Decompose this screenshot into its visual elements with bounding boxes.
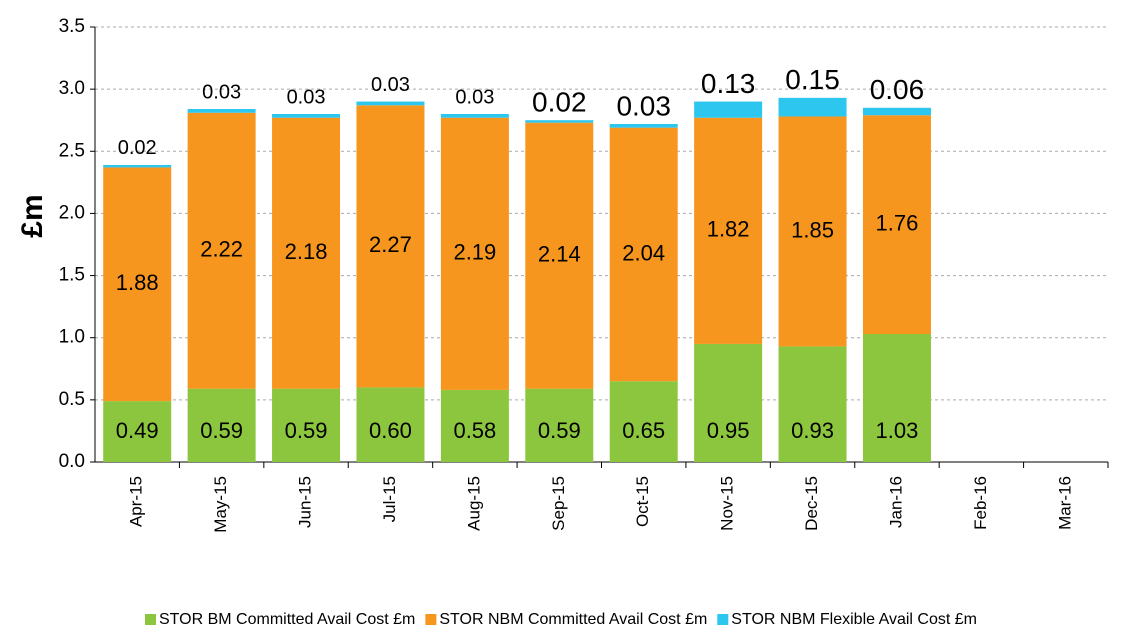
value-label: 2.22 <box>200 237 243 262</box>
value-label: 0.93 <box>791 418 834 443</box>
value-label: 0.06 <box>870 74 925 105</box>
value-label: 0.95 <box>707 418 750 443</box>
bar-segment <box>103 164 172 168</box>
bar-segment <box>694 101 763 118</box>
bar-segment <box>440 117 509 390</box>
bar-segment <box>187 109 256 113</box>
x-tick-label: Dec-15 <box>802 476 821 531</box>
x-tick-label: Jul-15 <box>380 476 399 522</box>
bar-segment <box>694 343 763 462</box>
y-tick-label: 3.5 <box>59 16 85 37</box>
value-label: 0.59 <box>200 418 243 443</box>
value-label: 0.49 <box>116 418 159 443</box>
y-tick-label: 1.5 <box>59 265 85 286</box>
bar-segment <box>525 120 594 123</box>
value-label: 2.19 <box>453 240 496 265</box>
value-label: 2.14 <box>538 241 581 266</box>
bar-segment <box>609 381 678 462</box>
bar-segment <box>778 97 847 117</box>
value-label: 0.02 <box>532 87 587 118</box>
value-label: 1.82 <box>707 217 750 242</box>
value-label: 0.03 <box>371 74 410 96</box>
value-label: 1.85 <box>791 217 834 242</box>
bar-segment <box>103 167 172 402</box>
x-tick-label: Nov-15 <box>718 476 737 531</box>
value-label: 0.60 <box>369 418 412 443</box>
bar-segment <box>862 333 931 462</box>
y-tick-label: 3.0 <box>59 78 85 99</box>
value-label: 0.03 <box>616 90 671 121</box>
bar-segment <box>440 114 509 118</box>
bar-segment <box>356 101 425 106</box>
bar-segment <box>440 389 509 462</box>
legend-swatch <box>425 614 437 625</box>
y-tick-label: 2.0 <box>59 202 85 223</box>
x-tick-label: Apr-15 <box>127 476 146 527</box>
legend-label: STOR NBM Flexible Avail Cost £m <box>731 611 977 628</box>
value-label: 2.04 <box>622 240 665 265</box>
value-label: 0.03 <box>287 86 326 108</box>
x-tick-label: Feb-16 <box>971 476 990 530</box>
y-axis-label: £m <box>16 194 49 237</box>
bar-segment <box>272 114 341 118</box>
bar-segment <box>609 127 678 382</box>
bar-segment <box>103 401 172 462</box>
legend-swatch <box>145 614 156 625</box>
x-tick-label: Jan-16 <box>886 476 905 528</box>
x-tick-label: Sep-15 <box>549 476 568 531</box>
value-label: 0.02 <box>118 137 157 159</box>
bar-segment <box>778 116 847 347</box>
y-tick-label: 0.5 <box>59 389 85 410</box>
bar-segment <box>525 388 594 462</box>
bar-segment <box>862 107 931 116</box>
value-label: 0.03 <box>455 86 494 108</box>
bar-segment <box>525 122 594 389</box>
bar-segment <box>272 388 341 462</box>
value-label: 0.58 <box>453 418 496 443</box>
legend-label: STOR BM Committed Avail Cost £m <box>159 611 415 628</box>
bar-segment <box>187 388 256 462</box>
bar-segment <box>609 123 678 128</box>
value-label: 1.88 <box>116 270 159 295</box>
value-label: 0.59 <box>285 418 328 443</box>
x-tick-label: Mar-16 <box>1055 476 1074 530</box>
legend-swatch <box>717 614 729 625</box>
y-tick-label: 2.5 <box>59 140 85 161</box>
value-label: 0.03 <box>202 81 241 103</box>
bar-segment <box>272 117 341 389</box>
x-tick-label: Oct-15 <box>633 476 652 527</box>
value-label: 0.15 <box>785 64 840 95</box>
x-tick-label: Jun-15 <box>296 476 315 528</box>
bar-segment <box>356 105 425 388</box>
bar-segment <box>694 117 763 344</box>
value-label: 0.13 <box>701 68 756 99</box>
value-label: 0.65 <box>622 418 665 443</box>
legend-label: STOR NBM Committed Avail Cost £m <box>439 611 707 628</box>
value-label: 0.59 <box>538 418 581 443</box>
y-tick-label: 1.0 <box>59 327 85 348</box>
value-label: 2.27 <box>369 232 412 257</box>
value-label: 2.18 <box>285 239 328 264</box>
value-label: 1.03 <box>876 418 919 443</box>
bar-segment <box>356 387 425 462</box>
x-tick-label: Aug-15 <box>464 476 483 531</box>
x-tick-label: May-15 <box>211 476 230 533</box>
value-label: 1.76 <box>876 210 919 235</box>
bar-segment <box>862 115 931 334</box>
y-tick-label: 0.0 <box>59 451 85 472</box>
bar-segment <box>778 346 847 462</box>
bar-segment <box>187 112 256 389</box>
